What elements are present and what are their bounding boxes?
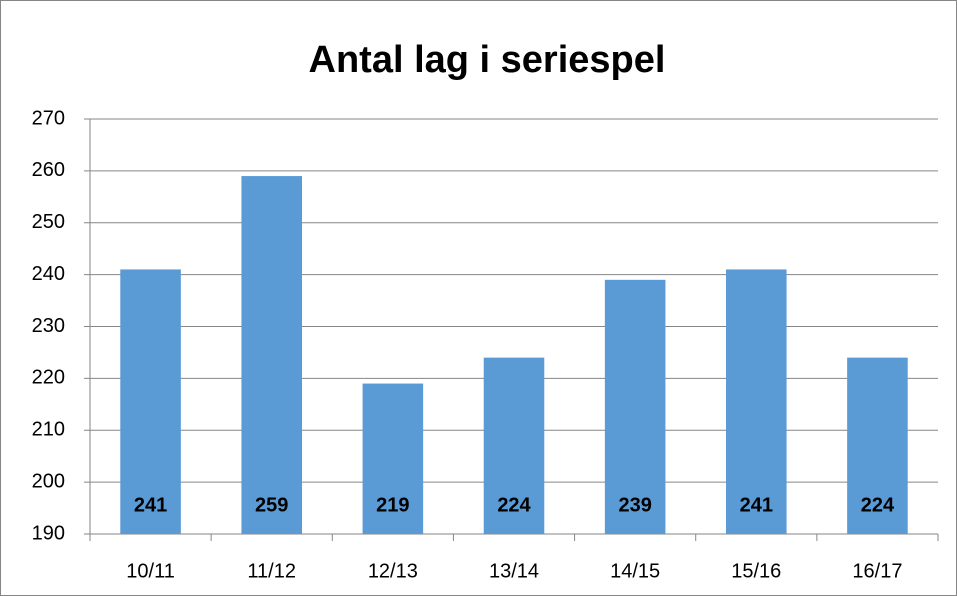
data-label: 241 xyxy=(740,494,773,516)
chart-title: Antal lag i seriespel xyxy=(309,39,666,81)
bar xyxy=(726,269,787,534)
y-tick-label: 250 xyxy=(32,211,65,233)
bar xyxy=(847,357,908,534)
x-tick-label: 16/17 xyxy=(852,560,902,582)
y-tick-label: 260 xyxy=(32,159,65,181)
data-label: 219 xyxy=(376,494,409,516)
x-tick-label: 10/11 xyxy=(126,560,175,582)
x-tick-label: 14/15 xyxy=(610,560,660,582)
bar xyxy=(483,357,545,534)
x-tick-label: 11/12 xyxy=(247,560,296,582)
x-tick-label: 12/13 xyxy=(368,560,418,582)
bar xyxy=(604,279,666,534)
y-tick-label: 270 xyxy=(32,107,65,129)
y-tick-label: 230 xyxy=(32,315,65,337)
y-tick-label: 220 xyxy=(32,367,65,389)
y-tick-label: 200 xyxy=(32,470,65,492)
data-label: 241 xyxy=(134,494,167,516)
x-tick-label: 13/14 xyxy=(489,560,539,582)
data-label: 224 xyxy=(497,494,531,516)
data-label: 224 xyxy=(861,494,895,516)
bar xyxy=(120,269,181,534)
bar xyxy=(362,383,424,534)
bar xyxy=(241,176,302,534)
data-label: 259 xyxy=(255,494,288,516)
data-label: 239 xyxy=(618,494,651,516)
y-tick-label: 190 xyxy=(32,522,65,544)
y-tick-label: 240 xyxy=(32,263,65,285)
x-tick-label: 15/16 xyxy=(731,560,781,582)
y-tick-label: 210 xyxy=(32,419,65,441)
